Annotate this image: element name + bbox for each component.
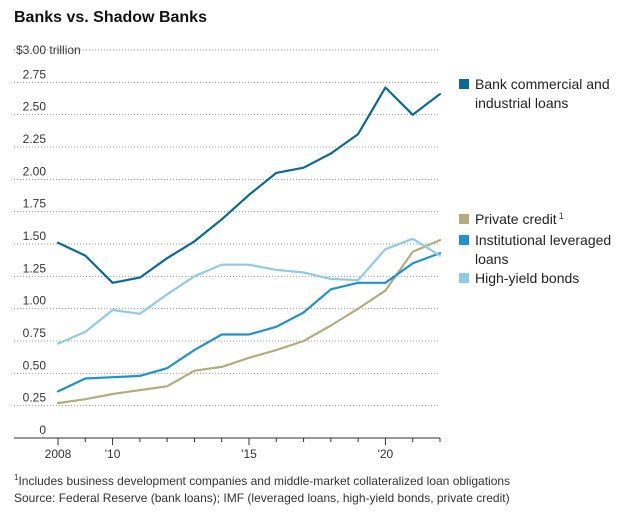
series-line xyxy=(56,252,442,393)
legend-label: industrial loans xyxy=(475,95,568,111)
series-line xyxy=(56,237,442,345)
series-line xyxy=(56,86,442,284)
x-tick-label: '20 xyxy=(378,447,394,461)
y-tick-label: 1.50 xyxy=(23,229,47,243)
legend-label: Institutional leveraged xyxy=(475,232,611,248)
y-tick-label: 2.25 xyxy=(23,132,47,146)
legend-label: High-yield bonds xyxy=(475,270,579,286)
source-note: Source: Federal Reserve (bank loans); IM… xyxy=(14,491,510,505)
footnote-marker: 1 xyxy=(14,473,19,482)
legend-swatch xyxy=(459,79,469,89)
y-axis-unit-label: $3.00 trillion xyxy=(16,43,81,57)
legend-label: loans xyxy=(475,251,508,267)
y-tick-label: 1.75 xyxy=(23,197,47,211)
gridlines xyxy=(14,49,440,439)
y-tick-label: 0.25 xyxy=(23,391,47,405)
legend-swatch xyxy=(459,273,469,283)
x-tick-label: 2008 xyxy=(45,447,72,461)
legend-swatch xyxy=(459,235,469,245)
x-tick-label: '10 xyxy=(105,447,121,461)
x-tick-labels: 2008 '10 '15 '20 xyxy=(45,438,441,461)
y-tick-label: 0.50 xyxy=(23,358,47,372)
y-tick-label: 1.00 xyxy=(23,294,47,308)
legend-footnote-marker: 1 xyxy=(559,211,564,221)
y-tick-label: 2.75 xyxy=(23,67,47,81)
legend-swatch xyxy=(459,214,469,224)
legend-label: Bank commercial and xyxy=(475,76,610,92)
y-tick-label: 2.00 xyxy=(23,164,47,178)
series-line xyxy=(56,239,442,405)
series-lines xyxy=(56,86,442,405)
footnote: 1Includes business development companies… xyxy=(14,473,511,489)
footnote-text: Includes business development companies … xyxy=(18,474,511,488)
y-tick-label: 2.50 xyxy=(23,100,47,114)
y-tick-label: 1.25 xyxy=(23,261,47,275)
legend: Bank commercial and industrial loans Priva… xyxy=(459,76,611,286)
y-tick-label: 0 xyxy=(39,423,46,437)
line-chart: $3.00 trillion 0 0.25 0.50 0.75 1.00 1.25 1.50… xyxy=(14,43,611,461)
y-tick-label: 0.75 xyxy=(23,326,47,340)
legend-label: Private credit 1 xyxy=(475,211,564,227)
x-tick-label: '15 xyxy=(241,447,257,461)
chart-title: Banks vs. Shadow Banks xyxy=(14,9,207,26)
y-tick-labels: 0 0.25 0.50 0.75 1.00 1.25 1.50 1.75 2.00 2.25 2.5… xyxy=(23,67,47,437)
